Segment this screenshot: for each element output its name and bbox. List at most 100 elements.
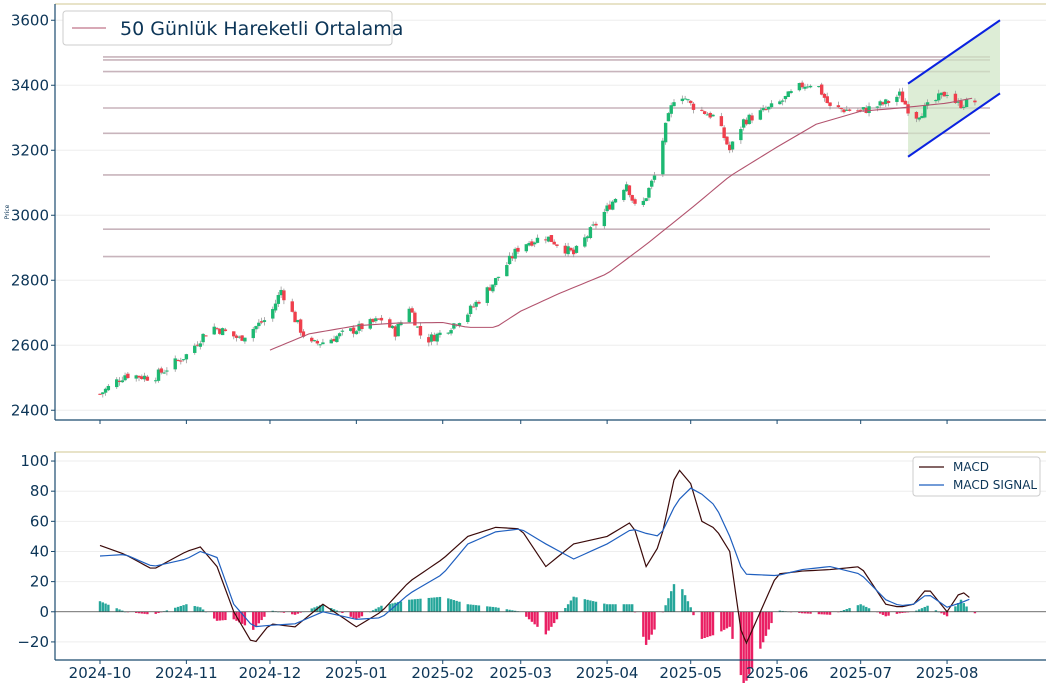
candle-body (767, 106, 771, 110)
candlestick (474, 300, 478, 311)
candle-body (630, 195, 634, 201)
macd-signal-line (99, 487, 970, 628)
candlestick (532, 241, 537, 248)
histogram-bar (895, 611, 899, 614)
x-tick-label: 2025-02 (411, 664, 474, 682)
macd-legend[interactable]: MACD MACD SIGNAL (912, 456, 1041, 497)
candle-body (179, 360, 183, 362)
histogram-bar (845, 609, 848, 612)
candle-body (549, 235, 554, 242)
candlestick (273, 299, 278, 313)
histogram-bar (915, 610, 918, 612)
histogram-bar (940, 611, 943, 614)
histogram-bar (254, 611, 258, 627)
candlestick (650, 179, 654, 190)
candlestick (179, 357, 183, 365)
candle-body (315, 340, 320, 344)
candle-body (396, 323, 400, 337)
histogram-bar (146, 611, 149, 615)
histogram-bar (547, 611, 550, 631)
histogram-bar (728, 611, 731, 627)
histogram-bar (252, 611, 255, 630)
candlestick (201, 333, 205, 346)
histogram-bar (575, 597, 578, 612)
candlestick (778, 99, 782, 105)
candle-body (262, 320, 267, 322)
candlestick (438, 330, 442, 338)
candle-body (555, 244, 559, 246)
candlestick (803, 83, 807, 91)
histogram-bar (689, 607, 692, 612)
histogram-bar (243, 611, 247, 626)
candle-body (563, 245, 568, 254)
candlestick (393, 324, 398, 341)
candle-body (569, 247, 573, 251)
candlestick (173, 355, 177, 372)
histogram-bar (410, 599, 414, 612)
histogram-bar (310, 608, 313, 612)
histogram-bar (731, 611, 734, 639)
candle-body (524, 244, 529, 252)
candlestick (429, 332, 434, 346)
histogram-bar (488, 606, 492, 612)
candlestick (663, 122, 668, 145)
histogram-bar (430, 597, 433, 612)
candlestick (549, 234, 554, 243)
candlestick (767, 106, 771, 113)
candle-body (608, 204, 612, 210)
price-panel: 2400 2600 2800 3000 3200 3400 3600 Price 50 Gü… (4, 3, 1046, 421)
candlestick (563, 242, 568, 257)
histogram-bar (458, 601, 461, 612)
histogram-bar (962, 603, 965, 612)
candlestick (349, 327, 353, 332)
candlestick (730, 141, 735, 153)
candlestick (530, 238, 534, 247)
candlestick (165, 367, 169, 376)
candle-body (101, 392, 105, 395)
candle-body (204, 335, 208, 337)
candlestick (705, 112, 710, 116)
candle-body (165, 370, 169, 372)
candlestick (468, 304, 473, 317)
candlestick (510, 252, 515, 262)
candlestick (903, 98, 907, 105)
histogram-bar (257, 611, 261, 624)
candle-body (435, 333, 439, 342)
candle-body (198, 343, 203, 347)
histogram-bar (332, 609, 336, 612)
histogram-bar (586, 599, 589, 612)
candle-body (783, 95, 788, 100)
candle-body (822, 93, 827, 98)
candle-body (212, 326, 216, 335)
candlestick (585, 235, 590, 242)
candle-body (371, 318, 375, 322)
candle-body (340, 330, 345, 332)
candle-body (457, 323, 462, 327)
candlestick (315, 339, 320, 346)
candle-body (393, 326, 398, 337)
macd-legend-label: MACD (953, 460, 989, 474)
histogram-bar (583, 599, 587, 612)
candlestick (220, 327, 225, 336)
histogram-bar (355, 611, 358, 620)
candle-body (491, 284, 495, 292)
candlestick (780, 98, 785, 106)
candlestick (360, 323, 364, 332)
candle-body (240, 335, 244, 341)
histogram-bar (232, 611, 235, 620)
candlestick (371, 318, 375, 324)
candlestick (641, 197, 646, 208)
candle-body (847, 109, 852, 111)
histogram-bar (321, 604, 325, 612)
candle-body (446, 332, 450, 334)
price-legend[interactable]: 50 Günlük Hareketli Ortalama (62, 10, 403, 46)
candle-body (591, 224, 595, 226)
histogram-bar (700, 611, 704, 639)
candlestick (583, 234, 587, 248)
candle-body (374, 318, 378, 322)
candlestick (257, 319, 261, 329)
candlestick (134, 374, 138, 382)
histogram-bar (154, 611, 157, 614)
candle-body (842, 109, 846, 113)
histogram-bar (803, 611, 807, 614)
